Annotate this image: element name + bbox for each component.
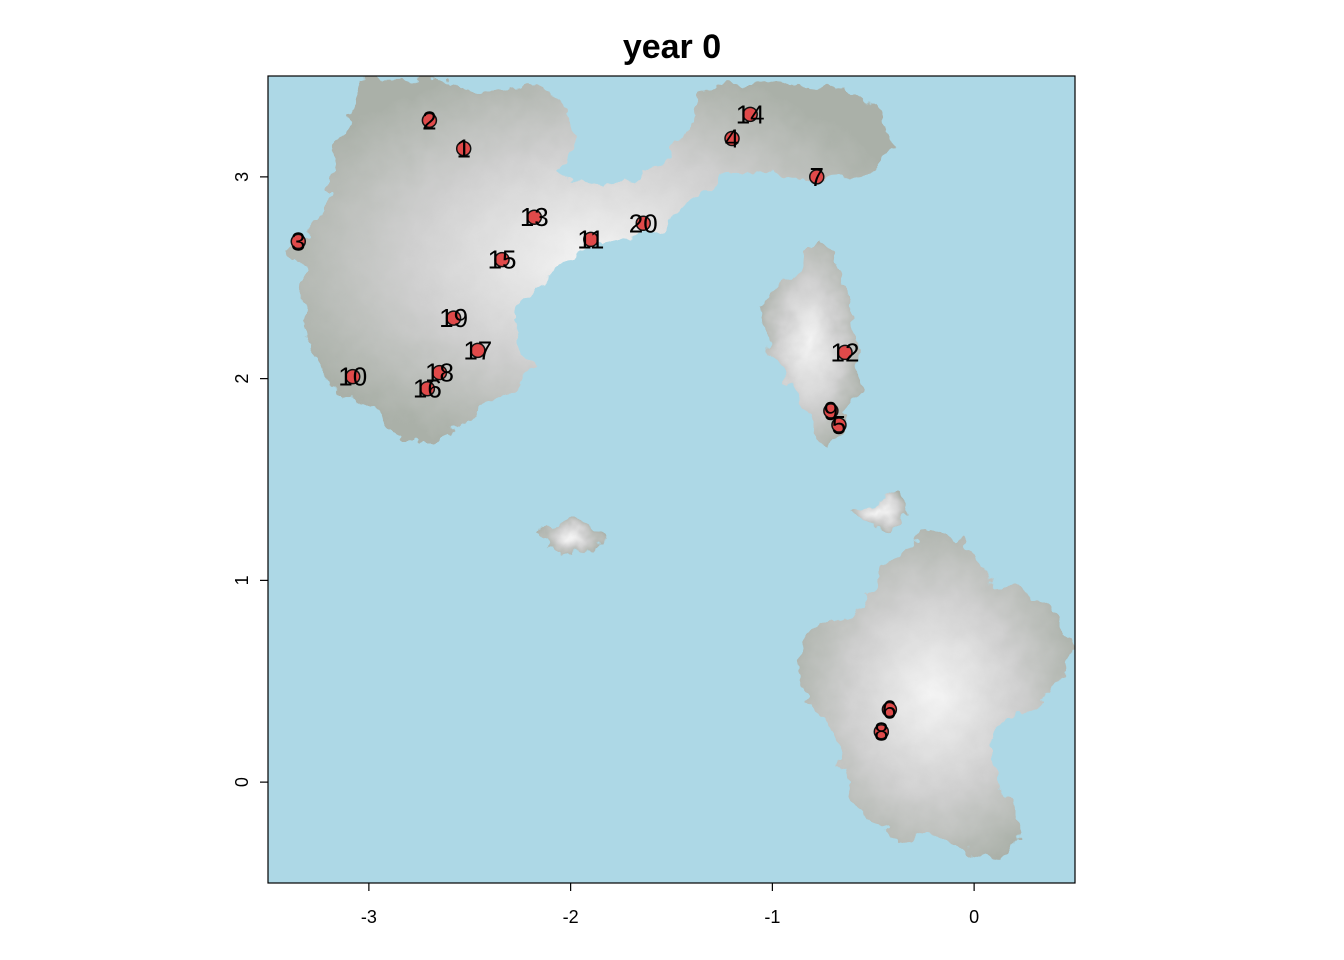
- point-marker-2: [421, 112, 438, 129]
- y-tick-label: 3: [232, 172, 252, 182]
- point-marker-11: [583, 231, 599, 248]
- point-label-20: 20: [629, 208, 658, 238]
- point-label-9: 9: [824, 396, 838, 426]
- point-marker-12: [837, 344, 853, 361]
- point-label-14: 14: [736, 99, 765, 129]
- point-marker-17: [470, 342, 486, 359]
- point-label-3: 3: [291, 226, 305, 256]
- point-marker-19: [445, 310, 462, 326]
- plot-frame: [267, 75, 1076, 884]
- point-marker-9: [823, 403, 839, 419]
- point-marker-7: [809, 169, 825, 185]
- land-terrain: [290, 78, 1072, 860]
- point-label-4: 4: [725, 124, 739, 154]
- island-northwest: [290, 78, 890, 440]
- island-southeast: [795, 530, 1072, 860]
- point-marker-13: [526, 209, 543, 225]
- point-label-18: 18: [425, 358, 454, 388]
- point-marker-20: [635, 215, 652, 232]
- point-marker-1: [455, 140, 472, 157]
- point-marker-15: [494, 251, 510, 268]
- point-label-7: 7: [810, 162, 824, 192]
- point-label-10: 10: [338, 362, 367, 392]
- y-tick-label: 0: [232, 777, 252, 787]
- point-label-5: 5: [832, 410, 846, 440]
- point-label-11: 11: [577, 224, 604, 254]
- point-marker-10: [344, 368, 361, 385]
- x-tick-label: -2: [563, 907, 579, 927]
- point-label-8: 8: [874, 717, 888, 747]
- islet-east: [850, 490, 910, 530]
- x-tick-label: -1: [764, 907, 780, 927]
- point-marker-8: [873, 723, 890, 740]
- point-marker-16: [419, 380, 436, 397]
- islet-small: [540, 518, 603, 560]
- point-label-15: 15: [488, 245, 517, 275]
- point-marker-5: [831, 417, 847, 433]
- point-marker-14: [742, 106, 758, 123]
- point-label-12: 12: [831, 337, 860, 367]
- x-tick-label: -3: [361, 907, 377, 927]
- point-label-17: 17: [463, 335, 492, 365]
- point-label-19: 19: [439, 303, 468, 333]
- point-label-13: 13: [520, 202, 549, 232]
- point-label-1: 1: [456, 134, 470, 164]
- y-tick-label: 1: [232, 575, 252, 585]
- point-marker-6: [881, 701, 898, 718]
- point-marker-4: [724, 130, 740, 147]
- chart-title: year 0: [623, 28, 721, 66]
- island-middle: [760, 240, 860, 450]
- point-marker-3: [290, 233, 307, 250]
- point-marker-18: [431, 364, 448, 381]
- point-label-2: 2: [422, 105, 436, 135]
- y-tick-label: 2: [232, 374, 252, 384]
- x-tick-label: 0: [969, 907, 979, 927]
- point-label-6: 6: [882, 694, 896, 724]
